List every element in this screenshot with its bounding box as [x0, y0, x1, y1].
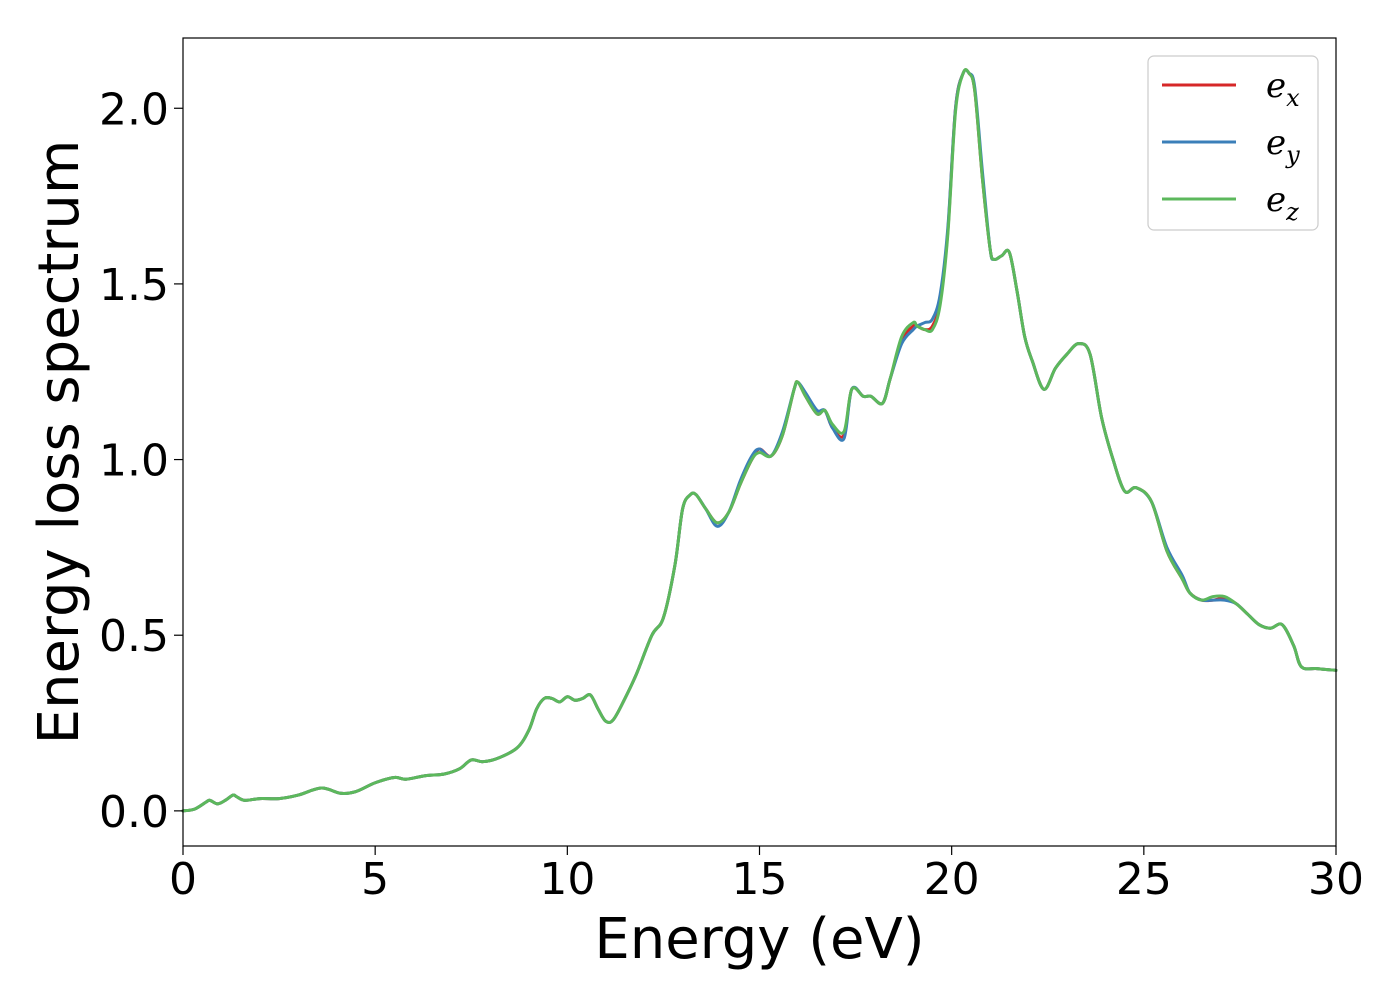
x-tick-label: 15: [732, 854, 788, 905]
legend: ex ey ez: [1147, 55, 1319, 231]
x-tick-label: 5: [361, 854, 389, 905]
y-tick-label: 2.0: [99, 84, 169, 135]
y-axis-ticks: 0.0 0.5 1.0 1.5 2.0: [99, 84, 183, 838]
legend-label-z: ez: [1266, 180, 1299, 226]
x-tick-label: 25: [1116, 854, 1172, 905]
x-tick-label: 20: [924, 854, 980, 905]
y-tick-label: 0.5: [99, 611, 169, 662]
x-tick-label: 0: [169, 854, 197, 905]
y-tick-label: 0.0: [99, 787, 169, 838]
series-line-z: [181, 68, 1338, 813]
y-tick-label: 1.0: [99, 436, 169, 487]
legend-label-x: ex: [1266, 66, 1300, 112]
x-tick-label: 30: [1308, 854, 1364, 905]
x-tick-label: 10: [539, 854, 595, 905]
y-axis-label: Energy loss spectrum: [27, 140, 92, 745]
series-layer: [181, 68, 1338, 813]
legend-label-y: ey: [1266, 123, 1300, 169]
y-tick-label: 1.5: [99, 260, 169, 311]
x-axis-label: Energy (eV): [594, 907, 924, 972]
x-axis-ticks: 0 5 10 15 20 25 30: [169, 846, 1364, 905]
